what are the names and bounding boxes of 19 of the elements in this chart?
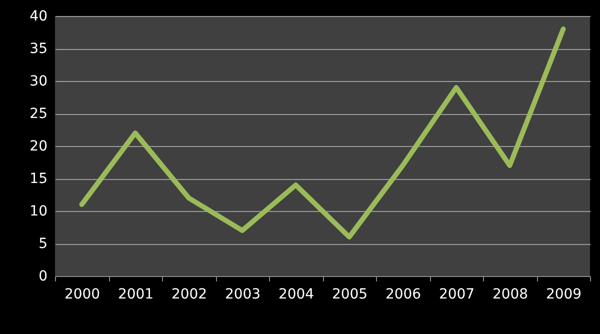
y-tick-label: 10 — [30, 204, 48, 220]
y-tick-label: 35 — [30, 41, 48, 57]
x-tick-label: 2003 — [224, 286, 261, 302]
y-tick-label: 20 — [30, 138, 48, 154]
x-tick-label: 2006 — [385, 286, 422, 302]
x-tick-label: 2005 — [332, 286, 368, 302]
x-tick-label: 2008 — [492, 286, 528, 302]
x-tick-label: 2002 — [171, 286, 208, 302]
x-tick-label: 2007 — [438, 286, 475, 302]
y-tick-label: 25 — [30, 106, 48, 122]
y-tick-label: 30 — [30, 74, 48, 90]
x-tick-label: 2000 — [64, 286, 100, 302]
y-tick-label: 15 — [30, 171, 48, 187]
y-tick-label: 0 — [38, 268, 48, 284]
x-tick-label: 2001 — [118, 286, 154, 302]
y-tick-label: 40 — [30, 8, 48, 24]
x-tick-label: 2009 — [546, 286, 582, 302]
x-tick-label: 2004 — [278, 286, 314, 302]
y-tick-label: 5 — [38, 236, 48, 252]
